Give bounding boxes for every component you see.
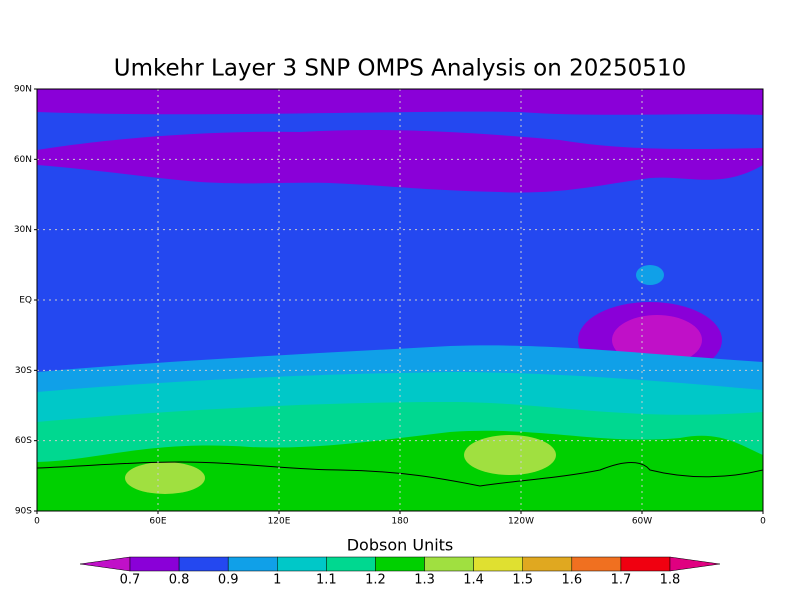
colorbar-box [473,556,523,572]
colorbar-label: 1.1 [316,573,337,588]
contour-region [125,462,205,494]
colorbar-extend [669,556,721,572]
colorbar-label: 1.6 [561,573,582,588]
x-tick-label: 0 [34,517,40,527]
contour-region [37,430,763,511]
y-tick-label: 30N [14,225,32,235]
x-tick-label: 180 [391,517,408,527]
colorbar-box [227,556,278,572]
colorbar-box [326,556,376,572]
colorbar-box [620,556,671,572]
y-tick-label: EQ [19,296,32,306]
y-tick-label: 60S [15,436,32,446]
map-title: Umkehr Layer 3 SNP OMPS Analysis on 2025… [114,56,686,82]
colorbar-box [277,556,327,572]
colorbar-label: 1.3 [414,573,435,588]
y-tick-label: 90N [14,85,32,95]
contour-region [636,265,664,285]
x-tick-label: 120W [508,517,534,527]
contour-region [464,435,556,475]
colorbar-label: 1 [273,573,281,588]
x-tick-label: 60W [632,517,652,527]
y-tick-label: 90S [15,507,32,517]
colorbar-box [522,556,573,572]
colorbar-label: 0.7 [120,573,141,588]
colorbar-label: 1.8 [660,573,681,588]
colorbar-label: 0.9 [218,573,239,588]
map-frame [36,88,764,512]
colorbar-extend [79,556,131,572]
colorbar-label: 1.2 [365,573,386,588]
coastline [37,461,763,487]
contour-field [37,89,763,511]
colorbar: 0.7 0.8 0.9 1 1.1 1.2 1.3 1.4 1.5 1.6 1.7 1.8 [79,556,721,588]
colorbar-label: 1.5 [512,573,533,588]
y-tick-label: 60N [14,155,32,165]
y-tick-label: 30S [15,366,32,376]
colorbar-box [571,556,622,572]
x-tick-label: 0 [760,517,766,527]
x-tick-label: 60E [149,517,166,527]
colorbar-box [424,556,474,572]
colorbar-label: 1.4 [463,573,484,588]
colorbar-box [375,556,425,572]
colorbar-box [129,556,180,572]
x-tick-label: 120E [268,517,291,527]
colorbar-label: 0.8 [169,573,190,588]
colorbar-label: 1.7 [611,573,632,588]
colorbar-title: Dobson Units [347,536,454,555]
colorbar-box [178,556,229,572]
